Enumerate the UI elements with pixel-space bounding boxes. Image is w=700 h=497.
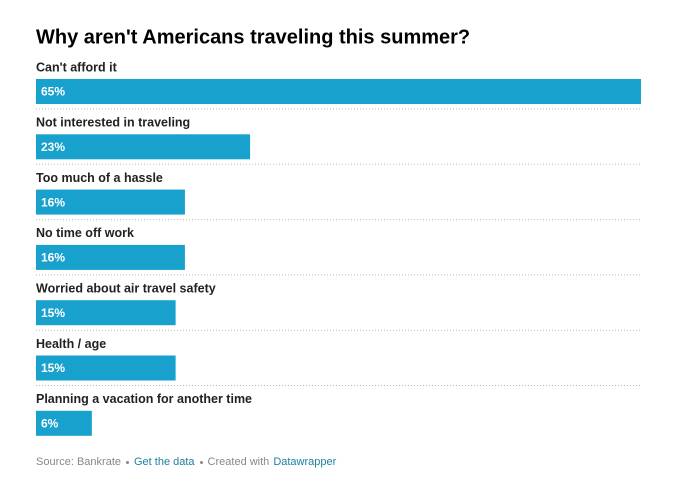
category-label: No time off work <box>36 226 134 240</box>
separator <box>199 460 203 464</box>
category-label: Can't afford it <box>36 60 118 74</box>
category-label: Not interested in traveling <box>36 116 190 130</box>
category-label: Too much of a hassle <box>36 171 163 185</box>
bar <box>36 189 185 215</box>
data-link[interactable]: Get the data <box>134 456 195 468</box>
bar <box>36 300 176 326</box>
credit: Created with <box>207 456 270 468</box>
category-label: Planning a vacation for another time <box>36 392 252 406</box>
footer: Source: Bankrate Get the data Created wi… <box>36 456 336 468</box>
separator <box>126 460 129 464</box>
value-label: 23% <box>41 140 65 154</box>
bar <box>36 244 185 270</box>
category-label: Health / age <box>36 337 106 351</box>
bar <box>36 410 92 436</box>
category-label: Worried about air travel safety <box>36 281 216 295</box>
chart-title: Why aren't Americans traveling this summ… <box>36 26 470 48</box>
value-label: 6% <box>41 416 59 430</box>
bar <box>36 79 641 104</box>
value-label: 16% <box>41 251 65 265</box>
value-label: 65% <box>41 85 65 99</box>
source: Source: Bankrate <box>36 456 121 468</box>
chart: Why aren't Americans traveling this summ… <box>36 26 641 436</box>
value-label: 15% <box>41 306 65 320</box>
tool-link[interactable]: Datawrapper <box>273 456 337 468</box>
bar <box>36 355 176 381</box>
value-label: 15% <box>41 361 65 375</box>
bar <box>36 134 251 160</box>
value-label: 16% <box>41 195 65 209</box>
